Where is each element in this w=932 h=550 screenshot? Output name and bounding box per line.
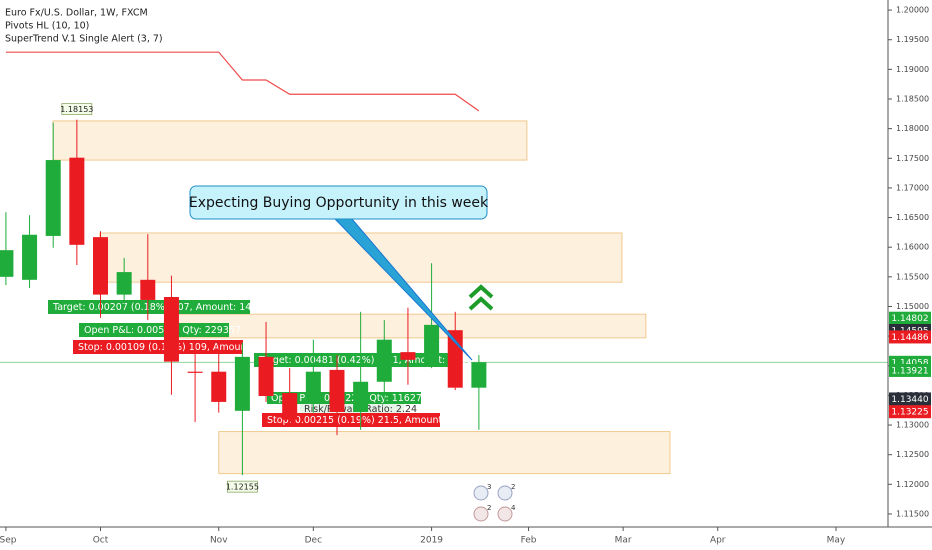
x-tick-label: Feb bbox=[521, 536, 537, 546]
candle-body bbox=[471, 362, 487, 388]
event-count: 2 bbox=[487, 504, 491, 512]
label-bg bbox=[254, 353, 448, 367]
label-bg bbox=[73, 340, 243, 354]
price-label-bg bbox=[889, 405, 931, 419]
y-tick-label: 1.13000 bbox=[896, 421, 929, 430]
y-tick-label: 1.16500 bbox=[896, 213, 929, 222]
price-label: 1.13921 bbox=[891, 366, 928, 376]
y-tick-label: 1.17000 bbox=[896, 183, 929, 192]
event-count: 2 bbox=[511, 483, 515, 491]
pivot-label: 1.12155 bbox=[226, 483, 259, 492]
candle-body bbox=[140, 279, 156, 300]
zone bbox=[52, 120, 528, 161]
indicator: Pivots HL (10, 10) bbox=[5, 21, 89, 32]
price-label: 1.14802 bbox=[891, 314, 928, 324]
label-bg bbox=[300, 404, 404, 414]
label-bg bbox=[79, 323, 229, 337]
y-tick-label: 1.20000 bbox=[896, 6, 929, 15]
price-label-bg bbox=[889, 311, 931, 325]
supertrend-line bbox=[5, 51, 480, 112]
position-label: Target: 0.00481 (0.42%) 48.1, Amount: 15… bbox=[258, 355, 472, 366]
zones bbox=[52, 120, 671, 475]
event-icon bbox=[473, 506, 489, 522]
candle-body bbox=[400, 352, 416, 360]
price-label-bg bbox=[889, 330, 931, 344]
candle-body bbox=[0, 250, 14, 277]
y-tick-label: 1.19500 bbox=[896, 35, 929, 44]
event-icon bbox=[497, 506, 513, 522]
callout-box bbox=[189, 185, 488, 220]
candle-body bbox=[211, 371, 227, 402]
candle-body bbox=[353, 381, 369, 412]
candle-body bbox=[116, 272, 132, 295]
x-tick-label: Sep bbox=[0, 536, 17, 546]
y-tick-label: 1.11500 bbox=[896, 509, 929, 518]
candle-body bbox=[69, 157, 85, 245]
label-bg bbox=[48, 300, 250, 314]
pivot-label-bg bbox=[61, 103, 93, 115]
event-icon bbox=[497, 485, 513, 501]
y-tick-label: 1.18500 bbox=[896, 94, 929, 103]
y-tick-label: 1.17500 bbox=[896, 154, 929, 163]
x-tick-label: 2019 bbox=[420, 536, 443, 546]
candle-body bbox=[424, 324, 440, 366]
y-tick-label: 1.16000 bbox=[896, 243, 929, 252]
x-tick-label: Mar bbox=[615, 536, 632, 546]
candle-body bbox=[258, 356, 274, 396]
x-tick-label: May bbox=[827, 536, 846, 546]
candle-body bbox=[45, 160, 61, 236]
pivot-label: 1.18153 bbox=[60, 105, 93, 114]
pivot-label-bg bbox=[227, 480, 258, 493]
candle-body bbox=[282, 393, 298, 420]
candle-body bbox=[376, 339, 392, 382]
indicator: SuperTrend V.1 Single Alert (3, 7) bbox=[5, 34, 163, 45]
label-bg bbox=[262, 413, 440, 427]
y-tick-label: 1.15500 bbox=[896, 272, 929, 281]
event-count: 4 bbox=[511, 504, 516, 512]
price-label-bg bbox=[889, 363, 931, 377]
candle-body bbox=[447, 330, 463, 388]
candle-body bbox=[305, 371, 321, 404]
candle-body bbox=[234, 356, 250, 411]
position-label: Open P&L: 0.00225, Qty: 116279 bbox=[271, 393, 428, 404]
candle-body bbox=[187, 371, 203, 373]
candle-body bbox=[93, 237, 109, 295]
y-tick-label: 1.15000 bbox=[896, 302, 929, 311]
candle-body bbox=[329, 369, 345, 412]
callout-text: Expecting Buying Opportunity in this wee… bbox=[189, 195, 489, 211]
y-tick-label: 1.12500 bbox=[896, 450, 929, 459]
zone bbox=[218, 431, 671, 475]
chevron bbox=[468, 284, 494, 299]
event-icon bbox=[473, 485, 489, 501]
position-label: Open P&L: 0.00533, Qty: 229357 bbox=[84, 325, 241, 336]
price-label-bg bbox=[889, 392, 931, 406]
price-label: 1.13225 bbox=[891, 408, 928, 418]
price-label: 1.14058 bbox=[891, 358, 928, 368]
position-label: Stop: 0.00215 (0.19%) 21.5, Amount: 750 bbox=[267, 415, 467, 426]
y-tick-label: 1.18000 bbox=[896, 124, 929, 133]
x-tick-label: Dec bbox=[305, 536, 322, 546]
symbol: Euro Fx/U.S. Dollar, 1W, FXCM bbox=[5, 8, 148, 19]
x-tick-label: Oct bbox=[93, 536, 109, 546]
x-tick-label: Nov bbox=[210, 536, 228, 546]
event-count: 3 bbox=[487, 483, 491, 491]
y-tick-label: 1.12000 bbox=[896, 480, 929, 489]
price-label: 1.13440 bbox=[891, 395, 928, 405]
price-label: 1.14486 bbox=[891, 333, 928, 343]
candle-body bbox=[163, 296, 179, 362]
overlay: Expecting Buying Opportunity in this wee… bbox=[5, 8, 516, 522]
candle-body bbox=[22, 234, 38, 280]
x-tick-label: Apr bbox=[710, 536, 726, 546]
chevron bbox=[468, 296, 494, 311]
y-tick-label: 1.19000 bbox=[896, 65, 929, 74]
price-axis-bg bbox=[888, 0, 932, 550]
